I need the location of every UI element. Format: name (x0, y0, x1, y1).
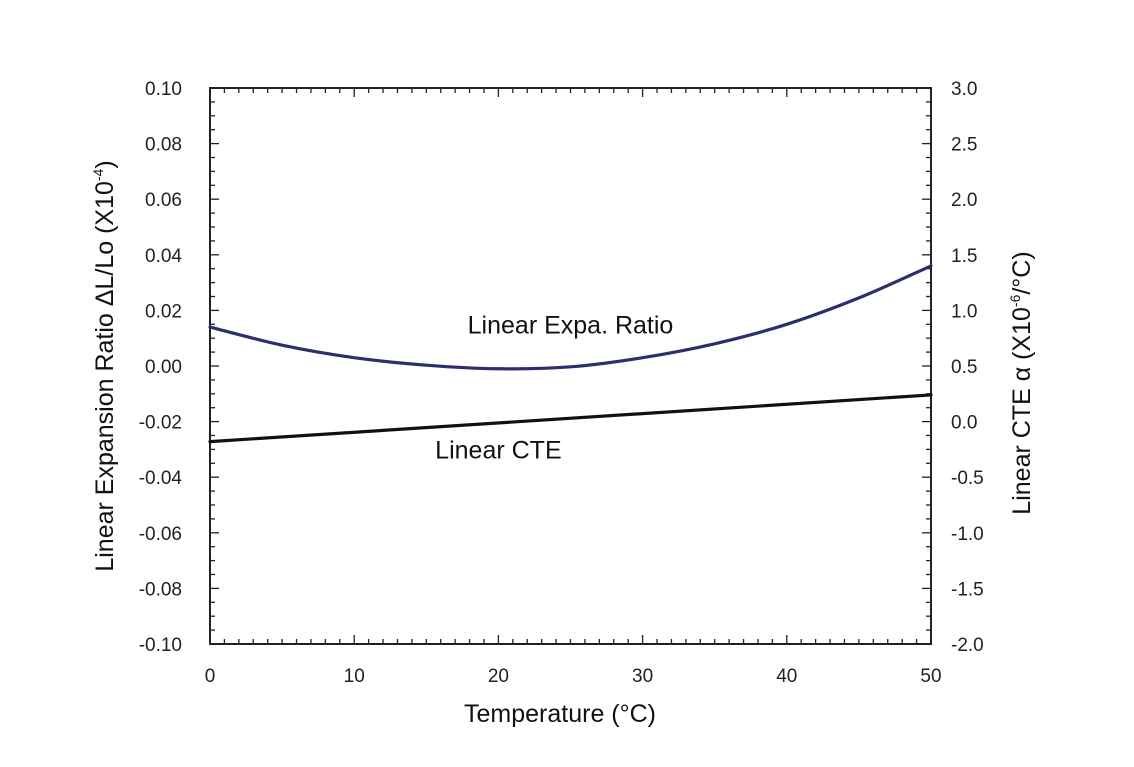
y-left-tick-label: -0.04 (139, 468, 183, 489)
x-tick-label: 30 (632, 666, 653, 687)
x-tick-label: 10 (344, 666, 365, 687)
x-tick-label: 20 (488, 666, 509, 687)
y-left-axis-title: Linear Expansion Ratio ΔL/Lo (X10-4) (90, 160, 119, 571)
y-left-tick-label: 0.02 (145, 301, 182, 322)
y-left-tick-label: -0.10 (139, 635, 182, 656)
y-right-tick-label: 0.5 (951, 357, 977, 378)
y-left-title-sup: -4 (90, 168, 106, 181)
y-right-tick-label: 0.0 (951, 413, 977, 434)
x-axis-title: Temperature (°C) (464, 700, 656, 728)
y-right-tick-label: 1.5 (951, 246, 977, 267)
y-left-tick-label: -0.06 (139, 524, 182, 545)
y-left-tick-label: 0.04 (145, 246, 182, 267)
plot-area: 0 10 20 30 40 50 0.10 0.08 0.06 0.04 0.02 0.00 -0.02… (139, 79, 984, 687)
y-right-tick-label: -1.0 (951, 524, 984, 545)
y-right-tick-label: -0.5 (951, 468, 984, 489)
y-left-tick-label: 0.06 (145, 190, 182, 211)
y-left-tick-label: 0.10 (145, 79, 182, 100)
y-left-tick-label: 0.00 (145, 357, 182, 378)
series-line-linear-expa-ratio (208, 264, 933, 371)
y-right-tick-label: 2.5 (951, 135, 977, 156)
annotation-label: Linear CTE (435, 436, 561, 464)
y-left-tick-label: -0.02 (139, 413, 182, 434)
y-left-title-text: Linear Expansion Ratio ΔL/Lo (X10 (91, 181, 119, 572)
annotation-label: Linear Expa. Ratio (468, 311, 674, 339)
y-right-tick-label: -1.5 (951, 579, 984, 600)
series-line-linear-cte (208, 393, 933, 444)
y-right-title-text: Linear CTE α (X10 (1008, 307, 1036, 515)
y-right-tick-label: 1.0 (951, 301, 977, 322)
y-right-tick-label: 3.0 (951, 79, 977, 100)
y-right-title-tail: /°C) (1008, 251, 1036, 294)
x-tick-label: 0 (205, 666, 216, 687)
y-left-title-tail: ) (91, 160, 119, 168)
y-right-tick-label: -2.0 (951, 635, 984, 656)
x-tick-label: 40 (776, 666, 797, 687)
x-tick-label: 50 (920, 666, 941, 687)
y-right-axis-title: Linear CTE α (X10-6/°C) (1007, 251, 1036, 514)
y-left-tick-label: 0.08 (145, 135, 182, 156)
y-right-title-sup: -6 (1007, 294, 1023, 307)
y-right-tick-label: 2.0 (951, 190, 977, 211)
y-left-tick-label: -0.08 (139, 579, 182, 600)
